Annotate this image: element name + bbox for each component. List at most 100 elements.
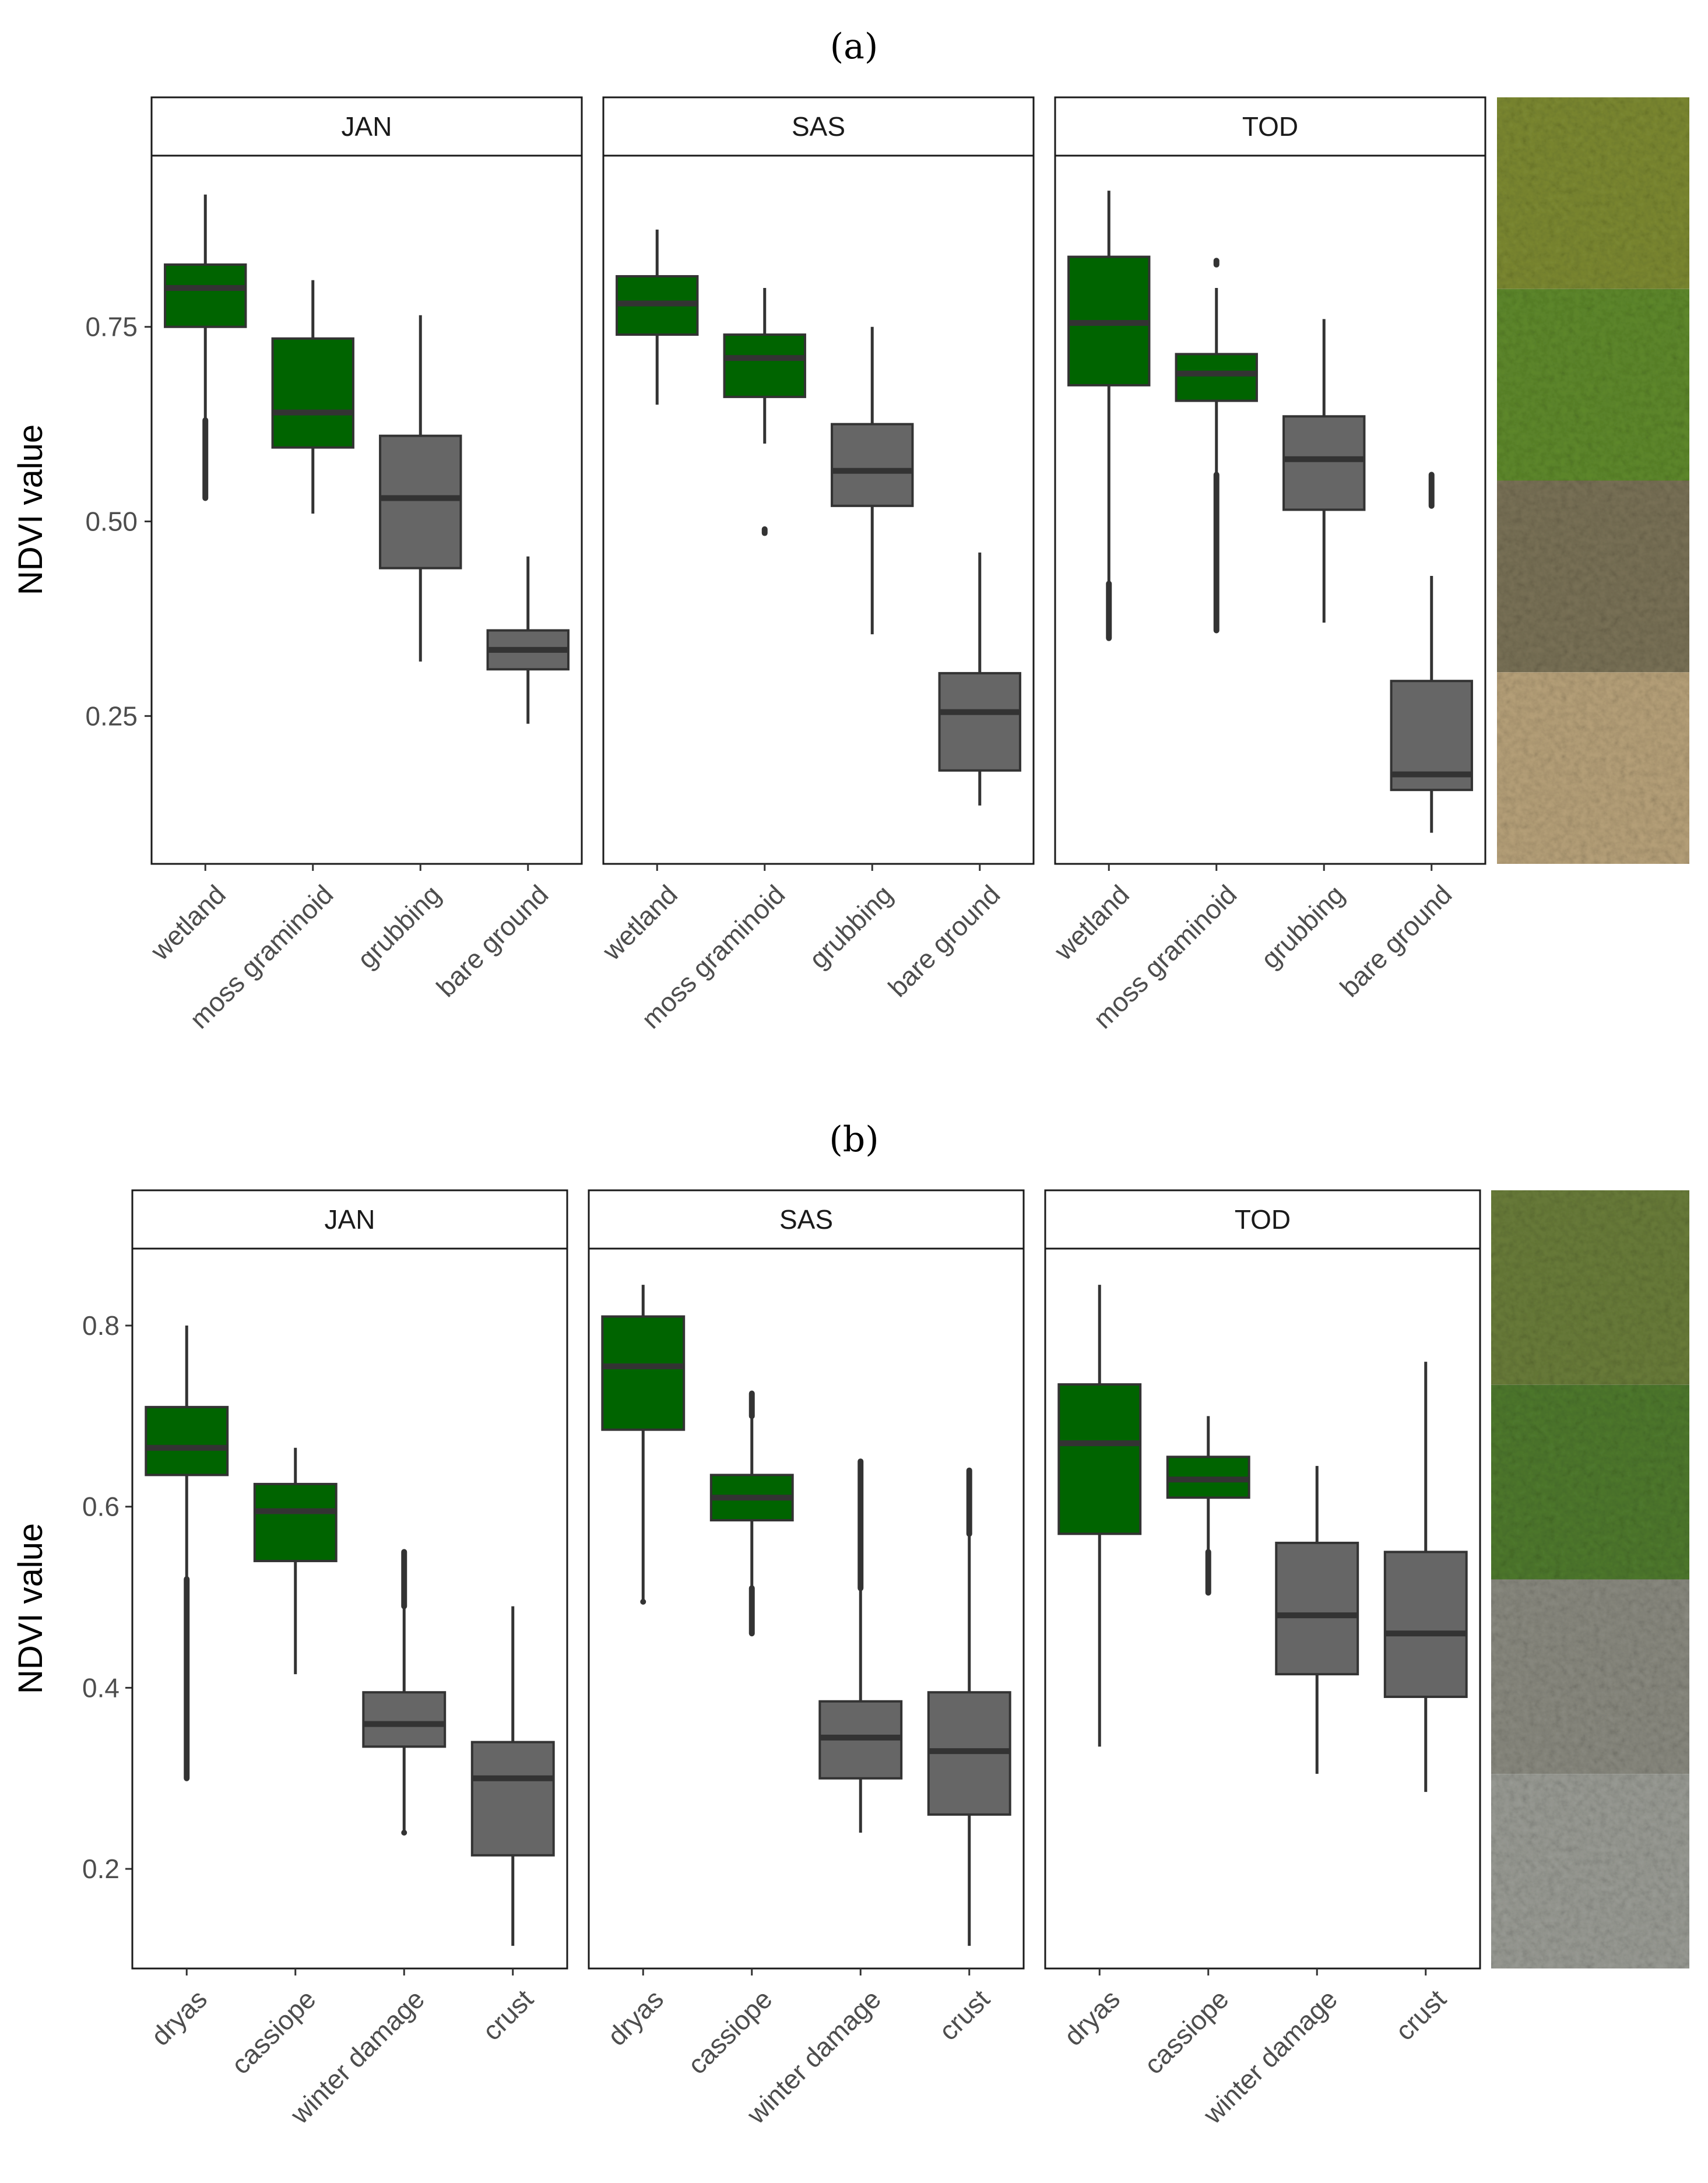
moss-graminoid-photo [1497,289,1689,481]
wetland-photo [1497,97,1689,289]
box-moss-graminoid [723,287,806,536]
facet-strip [131,1189,568,1250]
box-dryas [1057,1285,1142,1747]
iqr-box [1175,353,1258,402]
x-tick-label: grubbing [1255,879,1350,974]
facet-strip [588,1189,1025,1250]
x-tick-label: cassiope [1138,1984,1234,2080]
box-wetland [1067,191,1151,641]
box-winter-damage [362,1549,447,1836]
box-grubbing [831,326,914,635]
facet-strip-label: SAS [779,1204,833,1235]
y-tick-label: 0.50 [85,507,138,537]
x-tick-label: dryas [145,1984,213,2051]
y-tick-label: 0.8 [82,1310,120,1341]
x-tick-label: dryas [602,1984,669,2051]
winter-damage-photo [1491,1579,1689,1774]
facet-strip-label: TOD [1235,1204,1291,1235]
x-tick-label: dryas [1058,1984,1126,2051]
x-tick-label: grubbing [803,879,898,974]
iqr-box [1383,1551,1468,1698]
facet-strip-label: SAS [792,111,845,142]
x-tick-label: crust [1389,1984,1452,2046]
plot-panel-border [131,1247,568,1970]
iqr-box [164,263,247,328]
panel-title: (b) [829,1119,878,1160]
x-tick-label: bare ground [1334,879,1457,1003]
box-moss-graminoid [271,280,354,514]
y-axis-label: NDVI value [12,1523,50,1694]
iqr-box [145,1405,229,1477]
box-cassiope [253,1447,338,1675]
x-tick-label: cassiope [681,1984,778,2080]
box-crust [927,1467,1011,1946]
box-grubbing [379,315,462,662]
box-wetland [616,229,699,405]
iqr-box [253,1482,338,1562]
box-bare-ground [486,556,570,724]
iqr-box [1057,1383,1142,1535]
iqr-box [601,1315,686,1431]
iqr-box [723,333,806,398]
cassiope-photo [1491,1384,1689,1580]
x-tick-label: crust [476,1984,539,2046]
facet-strip [150,96,583,157]
iqr-box [938,672,1021,772]
y-tick-label: 0.2 [82,1854,120,1884]
x-tick-label: cassiope [225,1984,321,2080]
x-tick-label: wetland [144,879,231,966]
box-dryas [145,1326,229,1781]
y-axis-label: NDVI value [12,424,50,595]
facet-strip-label: JAN [325,1204,375,1235]
box-grubbing [1282,319,1366,623]
crust-photo [1491,1774,1689,1968]
facet-strip-label: TOD [1242,111,1298,142]
y-tick-label: 0.75 [85,312,138,342]
box-winter-damage [1275,1465,1359,1774]
facet-strip [1054,96,1486,157]
box-cassiope [1166,1416,1250,1596]
facet-strip [602,96,1035,157]
panel-a: (a)NDVI value0.250.500.75JANwetlandmoss … [12,26,1689,1034]
iqr-box [1275,1541,1359,1676]
bare-ground-photo [1497,672,1689,864]
iqr-box [1282,415,1366,511]
plot-panel-border [1054,154,1486,865]
box-crust [470,1606,555,1946]
box-wetland [164,194,247,501]
y-tick-label: 0.25 [85,701,138,731]
iqr-box [470,1741,555,1857]
plot-panel-border [1044,1247,1481,1970]
x-tick-label: grubbing [352,879,447,974]
plot-panel-border [588,1247,1025,1970]
panel-title: (a) [830,26,878,67]
x-tick-label: wetland [596,879,683,966]
iqr-box [379,434,462,570]
facet-strip-label: JAN [342,111,392,142]
box-dryas [601,1285,686,1605]
y-tick-label: 0.4 [82,1672,120,1703]
dryas-photo [1491,1190,1689,1385]
box-bare-ground [938,552,1021,806]
x-tick-label: bare ground [882,879,1006,1003]
grubbing-photo [1497,480,1689,673]
box-crust [1383,1362,1468,1792]
x-tick-label: bare ground [430,879,554,1003]
facet-strip [1044,1189,1481,1250]
box-moss-graminoid [1175,258,1258,634]
x-tick-label: wetland [1048,879,1135,966]
y-tick-label: 0.6 [82,1492,120,1522]
box-winter-damage [818,1458,903,1833]
iqr-box [362,1691,447,1748]
plot-panel-border [602,154,1035,865]
iqr-box [831,423,914,507]
box-cassiope [709,1390,794,1637]
